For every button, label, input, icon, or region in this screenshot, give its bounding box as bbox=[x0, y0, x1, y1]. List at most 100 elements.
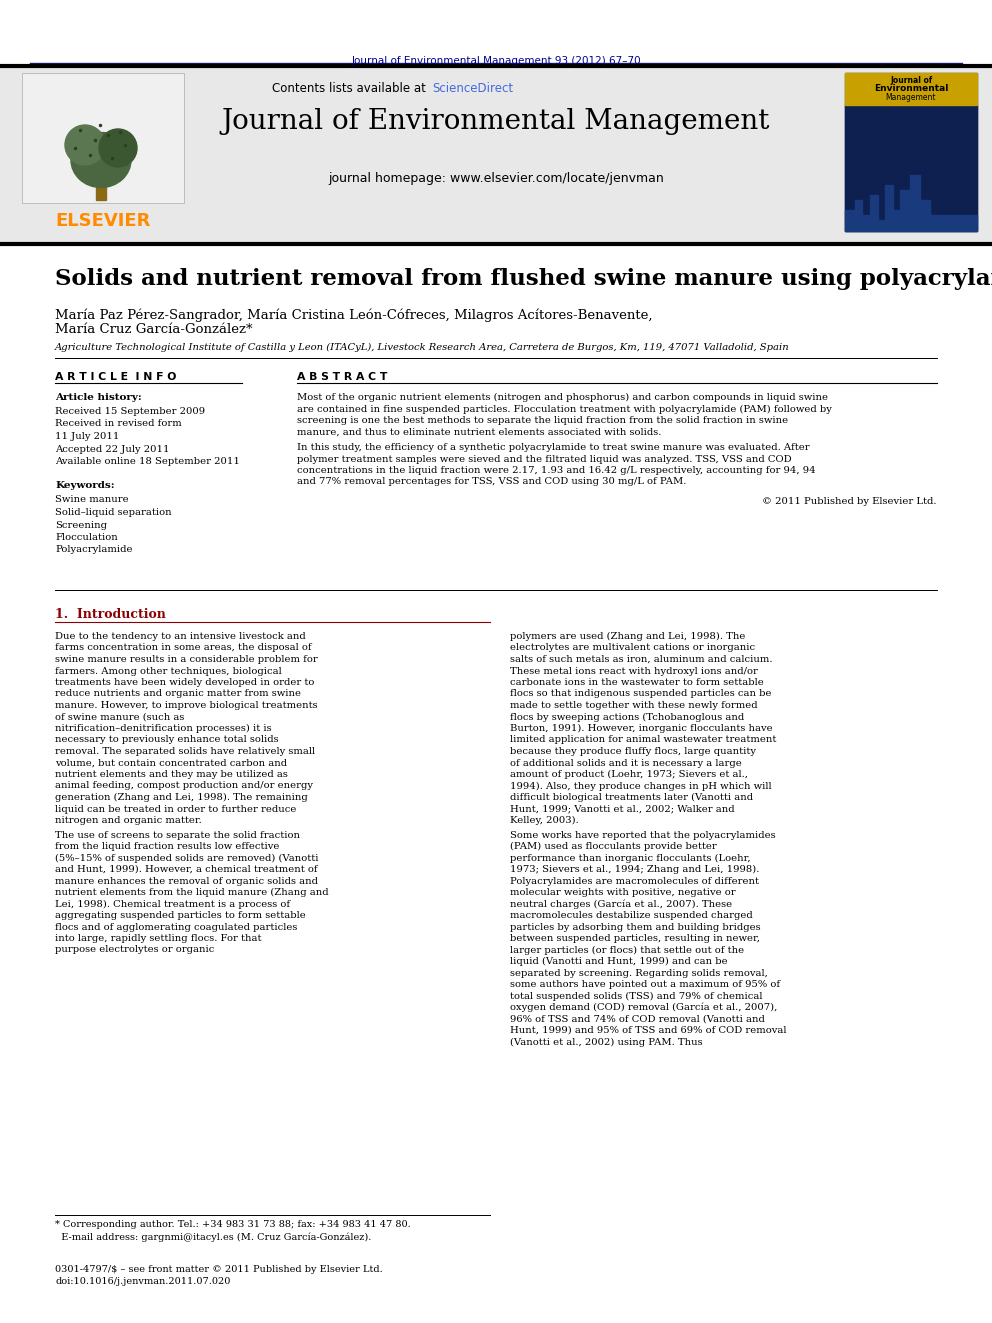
Text: necessary to previously enhance total solids: necessary to previously enhance total so… bbox=[55, 736, 279, 745]
Text: farms concentration in some areas, the disposal of: farms concentration in some areas, the d… bbox=[55, 643, 311, 652]
Text: Swine manure: Swine manure bbox=[55, 496, 129, 504]
Text: nutrient elements from the liquid manure (Zhang and: nutrient elements from the liquid manure… bbox=[55, 888, 328, 897]
Text: of additional solids and it is necessary a large: of additional solids and it is necessary… bbox=[510, 758, 742, 767]
Text: between suspended particles, resulting in newer,: between suspended particles, resulting i… bbox=[510, 934, 760, 943]
Text: swine manure results in a considerable problem for: swine manure results in a considerable p… bbox=[55, 655, 317, 664]
Ellipse shape bbox=[65, 124, 105, 165]
Text: are contained in fine suspended particles. Flocculation treatment with polyacryl: are contained in fine suspended particle… bbox=[297, 405, 832, 414]
Text: 1994). Also, they produce changes in pH which will: 1994). Also, they produce changes in pH … bbox=[510, 782, 772, 791]
Text: macromolecules destabilize suspended charged: macromolecules destabilize suspended cha… bbox=[510, 912, 753, 919]
Text: and 77% removal percentages for TSS, VSS and COD using 30 mg/L of PAM.: and 77% removal percentages for TSS, VSS… bbox=[297, 478, 686, 487]
Text: animal feeding, compost production and/or energy: animal feeding, compost production and/o… bbox=[55, 782, 313, 791]
Text: 11 July 2011: 11 July 2011 bbox=[55, 433, 119, 441]
Text: oxygen demand (COD) removal (García et al., 2007),: oxygen demand (COD) removal (García et a… bbox=[510, 1003, 778, 1012]
Text: larger particles (or flocs) that settle out of the: larger particles (or flocs) that settle … bbox=[510, 946, 744, 955]
Text: A R T I C L E  I N F O: A R T I C L E I N F O bbox=[55, 372, 177, 382]
Text: (PAM) used as flocculants provide better: (PAM) used as flocculants provide better bbox=[510, 841, 717, 851]
Text: (Vanotti et al., 2002) using PAM. Thus: (Vanotti et al., 2002) using PAM. Thus bbox=[510, 1037, 702, 1046]
Text: Keywords:: Keywords: bbox=[55, 482, 115, 491]
Text: Received in revised form: Received in revised form bbox=[55, 419, 182, 429]
Text: María Paz Pérez-Sangrador, María Cristina León-Cófreces, Milagros Acítores-Benav: María Paz Pérez-Sangrador, María Cristin… bbox=[55, 308, 653, 321]
Text: (5%–15% of suspended solids are removed) (Vanotti: (5%–15% of suspended solids are removed)… bbox=[55, 853, 318, 863]
Text: polymers are used (Zhang and Lei, 1998). The: polymers are used (Zhang and Lei, 1998).… bbox=[510, 632, 745, 642]
Text: manure enhances the removal of organic solids and: manure enhances the removal of organic s… bbox=[55, 877, 318, 885]
Text: Hunt, 1999; Vanotti et al., 2002; Walker and: Hunt, 1999; Vanotti et al., 2002; Walker… bbox=[510, 804, 735, 814]
Text: ScienceDirect: ScienceDirect bbox=[432, 82, 513, 95]
Text: Due to the tendency to an intensive livestock and: Due to the tendency to an intensive live… bbox=[55, 632, 306, 642]
Text: of swine manure (such as: of swine manure (such as bbox=[55, 713, 185, 721]
Text: A B S T R A C T: A B S T R A C T bbox=[297, 372, 387, 382]
Text: flocs so that indigenous suspended particles can be: flocs so that indigenous suspended parti… bbox=[510, 689, 772, 699]
Ellipse shape bbox=[99, 130, 137, 167]
Text: some authors have pointed out a maximum of 95% of: some authors have pointed out a maximum … bbox=[510, 980, 780, 990]
Text: amount of product (Loehr, 1973; Sievers et al.,: amount of product (Loehr, 1973; Sievers … bbox=[510, 770, 748, 779]
Text: and Hunt, 1999). However, a chemical treatment of: and Hunt, 1999). However, a chemical tre… bbox=[55, 865, 317, 875]
Text: generation (Zhang and Lei, 1998). The remaining: generation (Zhang and Lei, 1998). The re… bbox=[55, 792, 308, 802]
Text: Polyacrylamides are macromolecules of different: Polyacrylamides are macromolecules of di… bbox=[510, 877, 759, 885]
Text: 1.  Introduction: 1. Introduction bbox=[55, 609, 166, 620]
Text: performance than inorganic flocculants (Loehr,: performance than inorganic flocculants (… bbox=[510, 853, 751, 863]
Bar bbox=[22, 73, 184, 202]
Bar bbox=[845, 73, 977, 105]
Text: into large, rapidly settling flocs. For that: into large, rapidly settling flocs. For … bbox=[55, 934, 262, 943]
Text: liquid (Vanotti and Hunt, 1999) and can be: liquid (Vanotti and Hunt, 1999) and can … bbox=[510, 957, 727, 966]
Text: Burton, 1991). However, inorganic flocculants have: Burton, 1991). However, inorganic floccu… bbox=[510, 724, 773, 733]
Text: flocs by sweeping actions (Tchobanoglous and: flocs by sweeping actions (Tchobanoglous… bbox=[510, 713, 744, 721]
Text: flocs and of agglomerating coagulated particles: flocs and of agglomerating coagulated pa… bbox=[55, 922, 298, 931]
Text: liquid can be treated in order to further reduce: liquid can be treated in order to furthe… bbox=[55, 804, 297, 814]
Text: manure, and thus to eliminate nutrient elements associated with solids.: manure, and thus to eliminate nutrient e… bbox=[297, 427, 662, 437]
Text: nitrification–denitrification processes) it is: nitrification–denitrification processes)… bbox=[55, 724, 272, 733]
Text: Journal of Environmental Management 93 (2012) 67–70: Journal of Environmental Management 93 (… bbox=[351, 56, 641, 66]
Text: neutral charges (García et al., 2007). These: neutral charges (García et al., 2007). T… bbox=[510, 900, 732, 909]
Text: made to settle together with these newly formed: made to settle together with these newly… bbox=[510, 701, 758, 710]
Text: nitrogen and organic matter.: nitrogen and organic matter. bbox=[55, 816, 201, 826]
Text: polymer treatment samples were sieved and the filtrated liquid was analyzed. TSS: polymer treatment samples were sieved an… bbox=[297, 455, 792, 463]
Text: total suspended solids (TSS) and 79% of chemical: total suspended solids (TSS) and 79% of … bbox=[510, 991, 763, 1000]
Text: 96% of TSS and 74% of COD removal (Vanotti and: 96% of TSS and 74% of COD removal (Vanot… bbox=[510, 1015, 765, 1024]
Text: screening is one the best methods to separate the liquid fraction from the solid: screening is one the best methods to sep… bbox=[297, 415, 788, 425]
Text: Most of the organic nutrient elements (nitrogen and phosphorus) and carbon compo: Most of the organic nutrient elements (n… bbox=[297, 393, 828, 402]
Text: nutrient elements and they may be utilized as: nutrient elements and they may be utiliz… bbox=[55, 770, 288, 779]
Text: Journal of Environmental Management: Journal of Environmental Management bbox=[222, 108, 770, 135]
Text: Lei, 1998). Chemical treatment is a process of: Lei, 1998). Chemical treatment is a proc… bbox=[55, 900, 290, 909]
Text: Received 15 September 2009: Received 15 September 2009 bbox=[55, 407, 205, 415]
Text: In this study, the efficiency of a synthetic polyacrylamide to treat swine manur: In this study, the efficiency of a synth… bbox=[297, 443, 809, 452]
Text: These metal ions react with hydroxyl ions and/or: These metal ions react with hydroxyl ion… bbox=[510, 667, 758, 676]
Text: electrolytes are multivalent cations or inorganic: electrolytes are multivalent cations or … bbox=[510, 643, 755, 652]
Text: removal. The separated solids have relatively small: removal. The separated solids have relat… bbox=[55, 747, 315, 755]
Text: Screening: Screening bbox=[55, 520, 107, 529]
Text: Flocculation: Flocculation bbox=[55, 533, 118, 542]
Text: Kelley, 2003).: Kelley, 2003). bbox=[510, 816, 578, 826]
Text: Journal of: Journal of bbox=[890, 75, 932, 85]
Text: E-mail address: gargnmi@itacyl.es (M. Cruz García-González).: E-mail address: gargnmi@itacyl.es (M. Cr… bbox=[55, 1232, 371, 1241]
Text: limited application for animal wastewater treatment: limited application for animal wastewate… bbox=[510, 736, 777, 745]
Text: volume, but contain concentrated carbon and: volume, but contain concentrated carbon … bbox=[55, 758, 287, 767]
Bar bbox=[845, 105, 977, 232]
Text: molecular weights with positive, negative or: molecular weights with positive, negativ… bbox=[510, 888, 736, 897]
Text: Accepted 22 July 2011: Accepted 22 July 2011 bbox=[55, 445, 170, 454]
Text: purpose electrolytes or organic: purpose electrolytes or organic bbox=[55, 946, 214, 954]
Text: 0301-4797/$ – see front matter © 2011 Published by Elsevier Ltd.: 0301-4797/$ – see front matter © 2011 Pu… bbox=[55, 1265, 383, 1274]
Text: 1973; Sievers et al., 1994; Zhang and Lei, 1998).: 1973; Sievers et al., 1994; Zhang and Le… bbox=[510, 865, 759, 875]
Text: * Corresponding author. Tel.: +34 983 31 73 88; fax: +34 983 41 47 80.: * Corresponding author. Tel.: +34 983 31… bbox=[55, 1220, 411, 1229]
Text: Polyacrylamide: Polyacrylamide bbox=[55, 545, 133, 554]
Polygon shape bbox=[845, 175, 977, 232]
Text: salts of such metals as iron, aluminum and calcium.: salts of such metals as iron, aluminum a… bbox=[510, 655, 773, 664]
Text: carbonate ions in the wastewater to form settable: carbonate ions in the wastewater to form… bbox=[510, 677, 764, 687]
Text: Environmental: Environmental bbox=[874, 83, 948, 93]
Text: concentrations in the liquid fraction were 2.17, 1.93 and 16.42 g/L respectively: concentrations in the liquid fraction we… bbox=[297, 466, 815, 475]
Text: Some works have reported that the polyacrylamides: Some works have reported that the polyac… bbox=[510, 831, 776, 840]
Text: Solids and nutrient removal from flushed swine manure using polyacrylamides: Solids and nutrient removal from flushed… bbox=[55, 269, 992, 290]
Text: doi:10.1016/j.jenvman.2011.07.020: doi:10.1016/j.jenvman.2011.07.020 bbox=[55, 1277, 230, 1286]
Text: Agriculture Technological Institute of Castilla y Leon (ITACyL), Livestock Resea: Agriculture Technological Institute of C… bbox=[55, 343, 790, 352]
Text: difficult biological treatments later (Vanotti and: difficult biological treatments later (V… bbox=[510, 792, 753, 802]
Text: aggregating suspended particles to form settable: aggregating suspended particles to form … bbox=[55, 912, 306, 919]
Text: The use of screens to separate the solid fraction: The use of screens to separate the solid… bbox=[55, 831, 300, 840]
Text: Contents lists available at: Contents lists available at bbox=[273, 82, 430, 95]
Text: ELSEVIER: ELSEVIER bbox=[56, 212, 151, 230]
Text: © 2011 Published by Elsevier Ltd.: © 2011 Published by Elsevier Ltd. bbox=[763, 497, 937, 505]
Text: reduce nutrients and organic matter from swine: reduce nutrients and organic matter from… bbox=[55, 689, 301, 699]
Text: separated by screening. Regarding solids removal,: separated by screening. Regarding solids… bbox=[510, 968, 768, 978]
Text: because they produce fluffy flocs, large quantity: because they produce fluffy flocs, large… bbox=[510, 747, 756, 755]
Ellipse shape bbox=[71, 132, 131, 188]
